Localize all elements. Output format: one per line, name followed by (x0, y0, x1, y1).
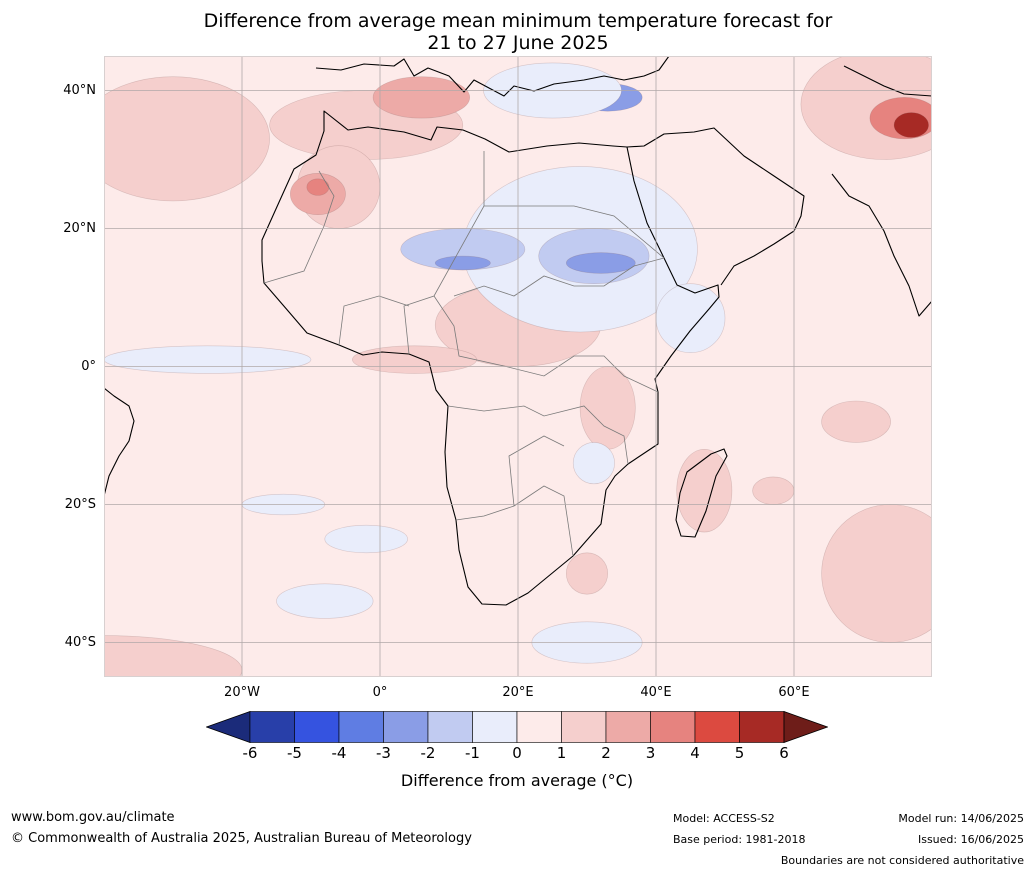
colorbar-tick-label: -1 (465, 744, 480, 762)
africa-coastline (261, 110, 720, 606)
anomaly-region-31 (655, 283, 726, 354)
madagascar-coastline (675, 448, 728, 538)
colorbar-tick-label: 6 (779, 744, 789, 762)
anomaly-region-8 (579, 366, 636, 450)
temperature-anomaly-map (104, 56, 932, 677)
longitude-label: 20°E (502, 685, 534, 700)
footer-disclaimer: Boundaries are not considered authoritat… (780, 854, 1024, 867)
map-title: Difference from average mean minimum tem… (104, 10, 932, 54)
colorbar-segment (294, 711, 340, 743)
colorbar-tick-label: -3 (376, 744, 391, 762)
colorbar-segment (249, 711, 295, 743)
india-coastline (831, 173, 932, 317)
anomaly-region-30 (572, 442, 615, 485)
arabia-coastline (626, 127, 805, 286)
longitude-label: 20°W (224, 685, 260, 700)
anomaly-region-22 (565, 252, 636, 274)
south-america-coastline (104, 387, 135, 497)
europe-coastline (315, 56, 670, 97)
colorbar-tick-label: -4 (331, 744, 347, 762)
colorbar-under-extension (206, 711, 251, 743)
longitude-label: 0° (372, 685, 388, 700)
latitude-label: 20°N (63, 220, 96, 236)
colorbar-label: Difference from average (°C) (400, 771, 634, 790)
footer-model: Model: ACCESS-S2 (673, 812, 775, 825)
colorbar-over-extension (783, 711, 828, 743)
title-line-2: 21 to 27 June 2025 (427, 32, 609, 54)
anomaly-region-20 (434, 255, 491, 271)
colorbar-tick-label: -6 (242, 744, 258, 762)
footer-website: www.bom.gov.au/climate (11, 810, 175, 825)
colorbar-segment (383, 711, 429, 743)
colorbar (206, 711, 828, 743)
footer-issued: Issued: 16/06/2025 (917, 833, 1024, 846)
anomaly-region-15 (893, 112, 929, 138)
colorbar-tick-label: -2 (420, 744, 436, 762)
colorbar-tick-label: 1 (556, 744, 567, 762)
footer-copyright: © Commonwealth of Australia 2025, Austra… (11, 831, 472, 846)
longitude-label: 40°E (640, 685, 672, 700)
anomaly-region-27 (324, 524, 408, 554)
anomaly-region-17 (565, 552, 608, 595)
map-frame (104, 56, 932, 677)
latitude-label: 20°S (64, 496, 96, 512)
colorbar-segment (561, 711, 607, 743)
anomaly-region-2 (372, 76, 471, 119)
anomaly-region-28 (276, 583, 374, 619)
anomaly-region-25 (104, 345, 312, 374)
country-borders (263, 151, 665, 557)
anomaly-region-0 (104, 76, 270, 202)
anomaly-region-10 (752, 476, 795, 505)
longitude-label: 60°E (778, 685, 810, 700)
latitude-label: 0° (81, 358, 96, 374)
latitude-label: 40°N (63, 82, 96, 98)
colorbar-segment (694, 711, 740, 743)
colorbar-segment (472, 711, 518, 743)
graticule (104, 56, 932, 677)
colorbar-segment (516, 711, 562, 743)
colorbar-tick-label: 4 (690, 744, 700, 762)
latitude-label: 40°S (64, 634, 96, 650)
title-line-1: Difference from average mean minimum tem… (203, 10, 833, 32)
colorbar-tick-label: 0 (512, 744, 522, 762)
colorbar-segment (427, 711, 473, 743)
footer-base-period: Base period: 1981-2018 (673, 833, 806, 846)
south-asia-coastline (843, 65, 932, 97)
colorbar-segment (605, 711, 651, 743)
anomaly-region-11 (821, 400, 891, 443)
colorbar-tick-label: -5 (287, 744, 302, 762)
colorbar-tick-label: 2 (601, 744, 611, 762)
colorbar-tick-label: 3 (645, 744, 656, 762)
anomaly-contours (104, 56, 932, 677)
colorbar-tick-label: 5 (734, 744, 745, 762)
colorbar-segment (650, 711, 696, 743)
colorbar-segment (338, 711, 384, 743)
coastlines (104, 56, 932, 606)
footer-model-run: Model run: 14/06/2025 (898, 812, 1024, 825)
colorbar-segment (739, 711, 785, 743)
